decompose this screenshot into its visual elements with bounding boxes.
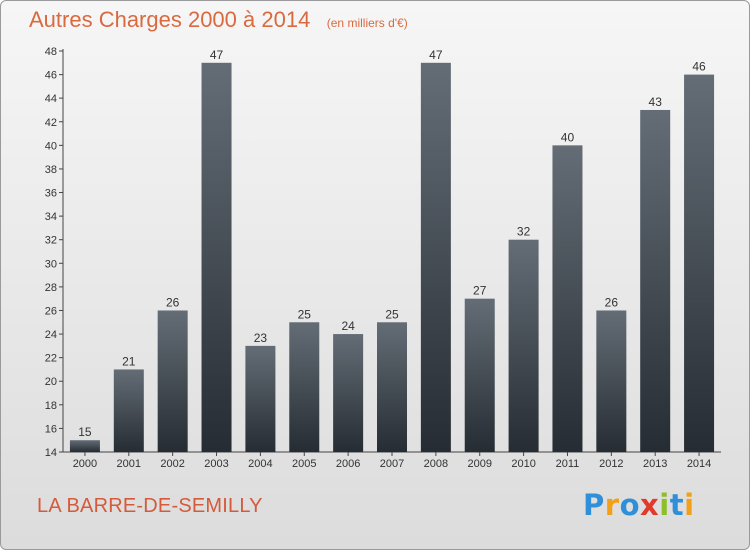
bar — [508, 239, 539, 452]
x-tick-label: 2003 — [204, 458, 228, 470]
y-tick-label: 46 — [45, 70, 57, 82]
x-tick-label: 2014 — [687, 458, 711, 470]
data-label: 25 — [385, 307, 399, 321]
x-tick-label: 2002 — [160, 458, 184, 470]
y-tick-label: 36 — [45, 188, 57, 200]
logo-letter: t — [669, 488, 685, 522]
x-tick-label: 2006 — [336, 458, 360, 470]
data-label: 23 — [254, 331, 268, 345]
y-tick-label: 44 — [45, 93, 57, 105]
chart-title: Autres Charges 2000 à 2014 — [29, 7, 311, 32]
bar — [420, 62, 451, 452]
data-label: 43 — [649, 95, 663, 109]
bar — [684, 74, 715, 453]
logo-letter: o — [619, 488, 641, 522]
bar — [289, 322, 320, 452]
x-tick-label: 2011 — [556, 458, 580, 470]
x-tick-label: 2001 — [117, 458, 141, 470]
x-tick-label: 2005 — [292, 458, 316, 470]
bar — [201, 62, 232, 452]
data-label: 25 — [298, 307, 312, 321]
commune-name: LA BARRE-DE-SEMILLY — [37, 495, 263, 517]
y-tick-label: 26 — [45, 305, 57, 317]
chart-labels: 2000 15 2001 21 2002 26 2003 47 2004 23 2005 25 2006… — [73, 48, 712, 470]
logo-letter: P — [583, 488, 605, 522]
data-label: 24 — [341, 319, 355, 333]
bar — [377, 322, 407, 452]
bar — [640, 109, 671, 453]
y-tick-label: 28 — [45, 282, 57, 294]
y-tick-label: 14 — [45, 447, 57, 459]
x-tick-label: 2007 — [380, 458, 404, 470]
x-tick-label: 2012 — [599, 458, 623, 470]
bar — [464, 298, 495, 452]
logo-letter: x — [640, 488, 660, 522]
bar — [333, 334, 364, 452]
bar — [69, 440, 100, 452]
x-tick-label: 2010 — [511, 458, 535, 470]
proxiti-logo[interactable]: Proxiti — [583, 488, 695, 522]
y-tick-label: 48 — [45, 46, 57, 58]
data-label: 40 — [561, 130, 575, 144]
x-tick-label: 2000 — [73, 458, 97, 470]
x-tick-label: 2008 — [424, 458, 448, 470]
chart-header: Autres Charges 2000 à 2014 (en milliers … — [29, 7, 408, 33]
y-tick-label: 18 — [45, 400, 57, 412]
y-tick-label: 42 — [45, 117, 57, 129]
y-tick-label: 38 — [45, 164, 57, 176]
data-label: 26 — [166, 295, 180, 309]
logo-letter: i — [684, 488, 695, 522]
data-label: 27 — [473, 284, 487, 298]
logo-letter: i — [659, 488, 670, 522]
data-label: 47 — [210, 48, 224, 62]
y-tick-label: 24 — [45, 329, 57, 341]
y-tick-label: 40 — [45, 140, 57, 152]
data-label: 21 — [122, 354, 136, 368]
chart-axes: 14 16 18 20 22 24 26 28 30 32 34 36 38 40 42 44 46 48 — [45, 46, 721, 459]
y-tick-label: 22 — [45, 353, 57, 365]
chart-bars — [69, 62, 715, 453]
bar — [552, 145, 583, 452]
chart-subtitle: (en milliers d'€) — [326, 16, 408, 30]
y-tick-label: 32 — [45, 235, 57, 247]
x-tick-label: 2009 — [467, 458, 491, 470]
bar — [596, 310, 627, 452]
y-tick-label: 34 — [45, 211, 57, 223]
y-tick-label: 30 — [45, 258, 57, 270]
bar — [113, 369, 144, 452]
data-label: 26 — [605, 295, 619, 309]
data-label: 32 — [517, 225, 531, 239]
bar — [157, 310, 188, 452]
bar — [245, 345, 276, 452]
y-tick-label: 16 — [45, 423, 57, 435]
logo-letter: r — [604, 488, 620, 522]
data-label: 47 — [429, 48, 443, 62]
data-label: 46 — [692, 60, 706, 74]
x-tick-label: 2004 — [248, 458, 272, 470]
data-label: 15 — [78, 425, 92, 439]
y-tick-label: 20 — [45, 376, 57, 388]
x-tick-label: 2013 — [643, 458, 667, 470]
